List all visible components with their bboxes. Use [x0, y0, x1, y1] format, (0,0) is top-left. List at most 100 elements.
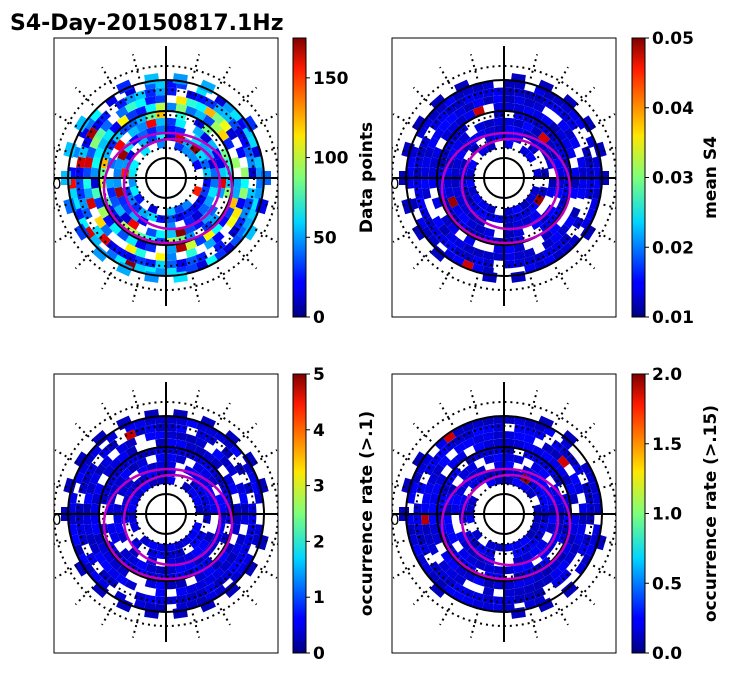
- heatmap-bin: [234, 462, 247, 476]
- heatmap-bin: [83, 514, 92, 525]
- heatmap-bin: [471, 193, 483, 205]
- heatmap-bin: [565, 482, 577, 495]
- heatmap-bin: [166, 581, 177, 590]
- heatmap-bin: [571, 167, 580, 178]
- dotted-spoke: [469, 613, 479, 638]
- heatmap-bin: [228, 561, 241, 574]
- heatmap-bin: [185, 433, 198, 445]
- heatmap-bin: [191, 159, 203, 171]
- heatmap-bin: [415, 461, 428, 475]
- heatmap-bin: [467, 185, 479, 197]
- heatmap-bin: [457, 211, 471, 225]
- heatmap-bin: [181, 199, 193, 211]
- heatmap-bin: [210, 457, 223, 470]
- heatmap-bin: [211, 231, 225, 244]
- heatmap-bin: [428, 178, 437, 189]
- heatmap-bin: [523, 583, 536, 595]
- heatmap-bin: [454, 450, 468, 463]
- heatmap-bin: [83, 503, 92, 514]
- heatmap-bin: [552, 248, 566, 261]
- heatmap-bin: [445, 231, 459, 244]
- partial-tick-label: 0: [390, 175, 400, 193]
- colorbar-gradient: [631, 373, 646, 654]
- heatmap-bin: [504, 252, 515, 261]
- heatmap-bin: [246, 156, 256, 169]
- partial-tick-label: 0: [390, 511, 400, 529]
- dotted-spoke: [131, 390, 141, 415]
- heatmap-bin: [493, 102, 504, 111]
- heatmap-bin: [134, 97, 147, 109]
- heatmap-bin: [574, 116, 587, 130]
- heatmap-bin: [475, 473, 488, 485]
- heatmap-bin: [89, 234, 103, 248]
- heatmap-bin: [421, 116, 434, 130]
- heatmap-bin: [569, 136, 581, 150]
- heatmap-bin: [451, 254, 465, 267]
- heatmap-bin: [552, 138, 565, 151]
- heatmap-bin: [166, 117, 177, 127]
- heatmap-bin: [197, 539, 210, 552]
- heatmap-bin: [483, 118, 495, 129]
- heatmap-bin: [543, 254, 557, 267]
- heatmap-bin: [239, 543, 251, 557]
- heatmap-bin: [563, 551, 576, 565]
- heatmap-bin: [236, 226, 249, 240]
- heatmap-bin: [211, 448, 225, 461]
- heatmap-bins: [61, 409, 269, 619]
- heatmap-bin: [419, 135, 431, 149]
- heatmap-bin: [561, 473, 573, 486]
- colorbar-gradient: [631, 37, 646, 318]
- heatmap-bin: [413, 503, 422, 514]
- heatmap-bin: [427, 136, 439, 150]
- heatmap-bin: [578, 167, 587, 178]
- heatmap-bin: [78, 145, 89, 159]
- heatmap-bin: [191, 209, 204, 222]
- heatmap-bin: [187, 151, 199, 163]
- plot-area: [54, 46, 278, 306]
- heatmap-bin: [421, 156, 432, 169]
- heatmap-bin: [519, 199, 531, 211]
- heatmap-bin: [195, 587, 209, 599]
- heatmap-bin: [76, 523, 86, 536]
- heatmap-bin: [531, 117, 544, 130]
- heatmap-bin: [211, 112, 225, 125]
- auroral-oval-outer: [102, 467, 234, 581]
- colorbar-tick-label: 0.02: [652, 238, 694, 258]
- heatmap-bin: [463, 109, 476, 121]
- heatmap-bin: [527, 201, 540, 214]
- heatmap-bin: [134, 247, 147, 259]
- heatmap-bin: [100, 455, 113, 469]
- heatmap-bin: [473, 121, 486, 133]
- heatmap-bin: [573, 482, 585, 495]
- heatmap-bin: [144, 431, 157, 442]
- heatmap-bin: [242, 553, 255, 567]
- heatmap-bin: [567, 234, 581, 248]
- heatmap-bin: [73, 115, 90, 133]
- heatmap-bin: [194, 445, 207, 457]
- heatmap-bin: [421, 167, 430, 178]
- heatmap-bin: [98, 232, 112, 246]
- heatmap-bin: [191, 185, 203, 197]
- heatmap-bin: [105, 138, 118, 151]
- heatmap-bin: [434, 437, 448, 451]
- dotted-spoke: [254, 113, 278, 128]
- heatmap-bin: [513, 431, 526, 442]
- heatmap-bin: [195, 194, 207, 207]
- colorbar-tick-label: 150: [313, 69, 349, 89]
- heatmap-bin: [242, 559, 259, 577]
- heatmap-bin: [122, 203, 135, 216]
- heatmap-bin: [195, 530, 207, 543]
- heatmap-bin: [222, 430, 241, 447]
- heatmap-bin: [100, 223, 113, 237]
- heatmap-bin: [537, 211, 551, 225]
- heatmap-bin: [166, 431, 177, 440]
- heatmap-bin: [202, 229, 216, 242]
- colorbar-tick-label: 0.05: [652, 29, 694, 49]
- heatmap-bin: [68, 524, 78, 536]
- heatmap-bin: [504, 476, 514, 486]
- heatmap-bin: [248, 514, 257, 525]
- heatmap-bin: [513, 579, 526, 589]
- heatmap-bin: [115, 106, 129, 119]
- heatmap-bin: [202, 450, 216, 463]
- heatmap-bin: [231, 206, 243, 220]
